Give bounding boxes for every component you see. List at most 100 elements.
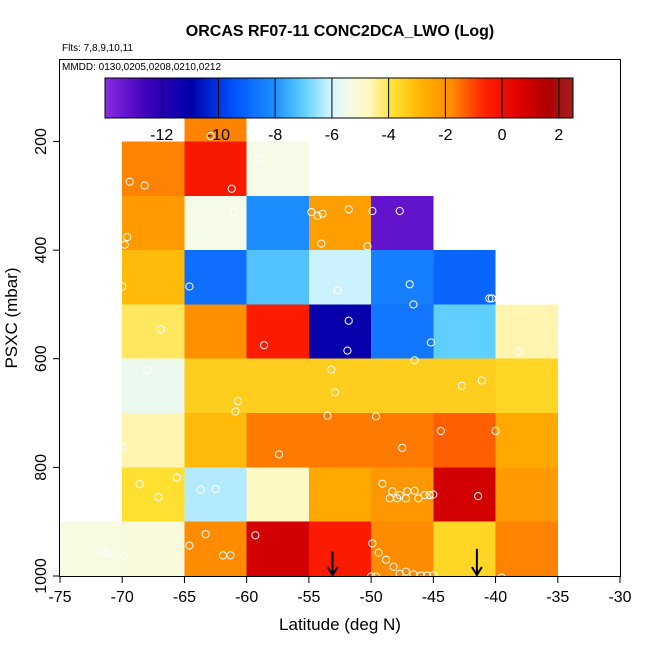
heatmap-cell <box>308 250 372 305</box>
heatmap-cell <box>433 467 496 522</box>
colorbar-tick-label: 2 <box>554 127 563 144</box>
heatmap-cell <box>60 521 123 576</box>
colorbar-tick-label: -12 <box>150 127 173 144</box>
heatmap-cell <box>371 195 434 251</box>
sample-point <box>414 494 423 503</box>
sample-point <box>206 131 215 141</box>
sample-point <box>135 480 144 489</box>
heatmap-cell <box>495 304 558 359</box>
flights-subtitle: Flts: 7,8,9,10,11 <box>62 43 133 54</box>
sample-point <box>389 562 398 571</box>
sample-point <box>118 282 127 291</box>
sample-point <box>185 541 194 550</box>
y-tick-label: 400 <box>33 237 50 264</box>
heatmap-cell <box>246 521 309 576</box>
sample-point <box>416 571 425 580</box>
chart-title: ORCAS RF07-11 CONC2DCA_LWO (Log) <box>186 23 494 40</box>
surface-arrows <box>326 548 483 577</box>
sample-point <box>395 206 404 216</box>
heatmap-cell <box>433 304 496 359</box>
sample-point <box>343 346 352 355</box>
heatmap-cell <box>308 413 372 468</box>
y-tick-label: 200 <box>33 128 50 155</box>
heatmap-cell <box>246 141 309 196</box>
sample-point <box>368 206 377 216</box>
heatmap-cell <box>246 358 309 414</box>
x-axis: -75 -70 -65 -60 -55 -50 -45 -40 -35 -30 <box>48 576 632 606</box>
plot-frame <box>59 59 621 577</box>
heatmap-cell <box>495 358 558 414</box>
sample-point <box>99 547 108 556</box>
x-tick-label: -60 <box>235 589 258 606</box>
sample-point <box>154 493 163 502</box>
sample-point <box>233 397 243 406</box>
heatmap-cell <box>246 195 309 251</box>
heatmap-cell <box>122 467 185 522</box>
sample-point <box>474 492 483 501</box>
sample-point <box>344 205 353 214</box>
sample-point <box>344 316 353 325</box>
y-axis: 200 400 600 800 1000 <box>33 128 60 594</box>
sample-point <box>381 555 391 564</box>
sample-point <box>371 412 381 421</box>
sample-point <box>119 551 128 561</box>
x-tick-label: -30 <box>608 589 631 606</box>
sample-point <box>330 388 340 397</box>
heatmap-cell <box>308 304 372 359</box>
sample-point <box>318 209 327 218</box>
x-tick-label: -75 <box>48 589 71 606</box>
heatmap-cell <box>122 358 185 414</box>
sample-point <box>393 494 402 503</box>
x-tick-label: -40 <box>484 589 507 606</box>
heatmap-cell <box>184 467 247 522</box>
sample-point <box>211 484 220 494</box>
sample-point <box>307 207 316 217</box>
heatmap-cell <box>495 467 558 522</box>
sample-point <box>125 177 134 186</box>
sample-point <box>231 407 240 416</box>
sample-point <box>156 325 165 334</box>
sample-point <box>401 494 411 503</box>
sample-point <box>333 286 342 295</box>
sample-point <box>420 490 429 500</box>
heatmap-cell <box>371 413 434 468</box>
sample-point <box>259 341 269 350</box>
sample-point <box>401 567 411 576</box>
sample-point <box>172 473 182 482</box>
heatmap-cell <box>371 467 434 522</box>
heatmap-cell <box>433 413 496 468</box>
sample-point <box>119 442 128 451</box>
heatmap-cell <box>122 521 185 576</box>
sample-point <box>423 571 432 580</box>
colorbar-tick-label: -6 <box>325 127 339 144</box>
sample-point <box>388 487 397 496</box>
sample-point <box>323 411 332 420</box>
heatmap-cell <box>308 358 372 414</box>
sample-point <box>515 347 524 356</box>
sample-point <box>436 426 445 436</box>
sample-point <box>410 356 419 365</box>
sample-point <box>227 184 236 193</box>
heatmap-cell <box>122 413 185 468</box>
heatmap-cell <box>184 141 247 196</box>
sample-point <box>255 155 264 164</box>
heatmap-cell <box>495 413 558 468</box>
heatmap-cell <box>184 304 247 359</box>
sample-point <box>143 366 152 375</box>
sample-point <box>274 450 284 459</box>
sample-point <box>425 490 434 500</box>
sample-point <box>363 242 372 251</box>
sample-point <box>410 486 419 495</box>
sample-point <box>398 443 407 452</box>
colorbar-tick-label: -8 <box>268 127 282 144</box>
heatmap-cell <box>433 521 496 576</box>
colorbar-ticks: -12 -10 -8 -6 -4 -2 0 2 <box>150 78 563 144</box>
arrow-head <box>326 566 339 577</box>
colorbar: -12 -10 -8 -6 -4 -2 0 2 <box>104 77 574 144</box>
sample-point <box>491 426 500 436</box>
y-tick-label: 1000 <box>33 558 50 594</box>
heatmap-cell <box>308 467 372 522</box>
heatmap-cell <box>433 250 496 305</box>
dates-subtitle: MMDD: 0130,0205,0208,0210,0212 <box>62 62 221 73</box>
